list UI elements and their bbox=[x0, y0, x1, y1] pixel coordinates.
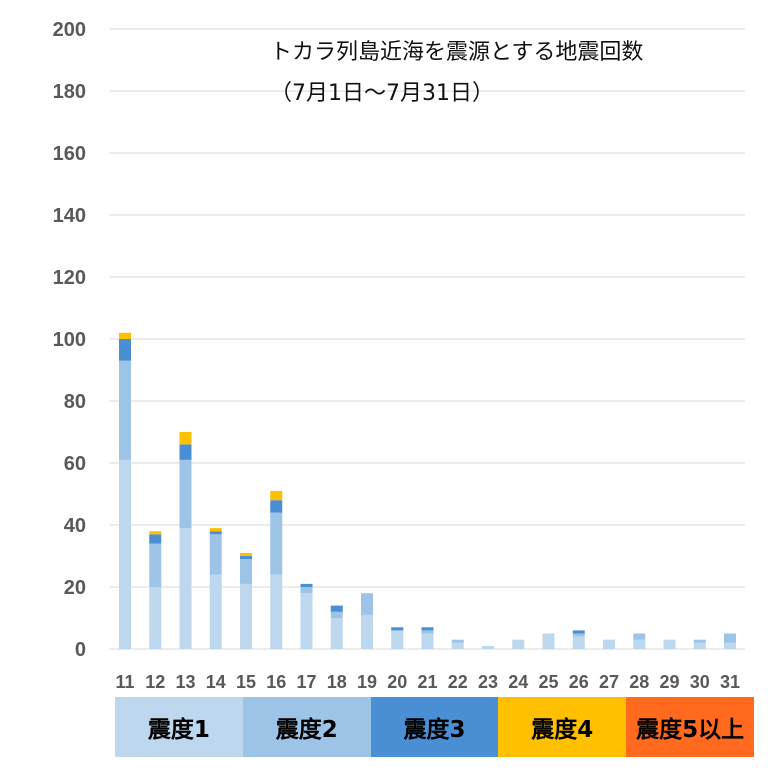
x-tick-label: 28 bbox=[629, 672, 649, 692]
x-tick-label: 25 bbox=[538, 672, 558, 692]
x-tick-label: 30 bbox=[690, 672, 710, 692]
bar-segment bbox=[421, 633, 434, 649]
bar-segment bbox=[421, 627, 434, 631]
bar-segment bbox=[330, 618, 343, 649]
bar-segment bbox=[633, 633, 646, 640]
x-tick-label: 19 bbox=[357, 672, 377, 692]
chart-subtitle: （7月1日～7月31日） bbox=[270, 81, 494, 106]
x-tick-label: 17 bbox=[296, 672, 316, 692]
bar-segment bbox=[724, 633, 736, 643]
y-tick-label: 180 bbox=[53, 81, 86, 103]
bar-segment bbox=[209, 531, 222, 535]
y-tick-label: 120 bbox=[53, 267, 86, 289]
bar-segment bbox=[693, 639, 706, 643]
legend-item: 震度1 bbox=[115, 697, 243, 757]
bar-segment bbox=[572, 630, 585, 634]
bar-segment bbox=[421, 630, 434, 634]
x-tick-label: 18 bbox=[327, 672, 347, 692]
bar-segment bbox=[119, 332, 131, 339]
bar-segment bbox=[603, 639, 615, 649]
x-axis-ticks: 11 12 13 14 15 16 17 18 19 20 21 22 23 24 25 26 27 28 29 30… bbox=[115, 672, 740, 692]
bar-segment bbox=[451, 642, 464, 649]
bar-segment bbox=[270, 574, 283, 649]
bar-segment bbox=[724, 642, 736, 649]
x-tick-label: 20 bbox=[387, 672, 407, 692]
y-tick-label: 40 bbox=[64, 515, 86, 537]
bar-segment bbox=[119, 360, 131, 460]
bar-segment bbox=[361, 614, 373, 649]
bar-segment bbox=[572, 636, 585, 649]
bar-segment bbox=[391, 627, 404, 631]
bar-segment bbox=[149, 531, 162, 535]
bar-segment bbox=[179, 459, 192, 529]
legend-item: 震度2 bbox=[242, 697, 371, 757]
x-tick-label: 31 bbox=[720, 672, 740, 692]
bar-segment bbox=[330, 611, 343, 618]
bar-segment bbox=[270, 490, 283, 501]
bar-segment bbox=[572, 633, 585, 637]
bar-segment bbox=[240, 552, 252, 556]
bar-segment bbox=[361, 593, 373, 615]
x-tick-label: 21 bbox=[417, 672, 437, 692]
bar-segment bbox=[149, 543, 162, 587]
x-tick-label: 14 bbox=[206, 672, 226, 692]
legend: 震度1 震度2 震度3 震度4 震度5以上 bbox=[115, 697, 754, 757]
y-tick-label: 0 bbox=[75, 639, 86, 661]
bar-segment bbox=[300, 583, 313, 587]
bar-segment bbox=[149, 587, 162, 649]
bar-segment bbox=[663, 639, 676, 649]
bar-segment bbox=[300, 587, 313, 594]
y-tick-label: 160 bbox=[53, 143, 86, 165]
bar-segment bbox=[209, 534, 222, 575]
x-tick-label: 15 bbox=[236, 672, 256, 692]
bar-segment bbox=[240, 559, 252, 584]
y-tick-label: 200 bbox=[53, 19, 86, 41]
bar-segment bbox=[512, 639, 525, 649]
chart-title: トカラ列島近海を震源とする地震回数 bbox=[270, 40, 643, 65]
bar-segment bbox=[633, 639, 646, 649]
legend-item: 震度4 bbox=[498, 697, 627, 757]
x-tick-label: 22 bbox=[448, 672, 468, 692]
bar-segment bbox=[179, 528, 192, 649]
x-tick-label: 23 bbox=[478, 672, 498, 692]
bar-segment bbox=[330, 605, 343, 612]
bar-segment bbox=[240, 556, 252, 560]
bar-segment bbox=[391, 630, 404, 649]
bar-segment bbox=[240, 583, 252, 649]
gridlines bbox=[110, 28, 745, 650]
bar-segment bbox=[270, 512, 283, 575]
bar-segment bbox=[209, 574, 222, 649]
legend-item: 震度5以上 bbox=[626, 697, 754, 757]
x-tick-label: 16 bbox=[266, 672, 286, 692]
x-tick-label: 13 bbox=[175, 672, 195, 692]
y-tick-label: 100 bbox=[53, 329, 86, 351]
bar-segment bbox=[209, 528, 222, 532]
bar-segment bbox=[119, 459, 131, 649]
y-tick-label: 140 bbox=[53, 205, 86, 227]
bar-segment bbox=[693, 642, 706, 649]
bar-segment bbox=[451, 639, 464, 643]
bar-segment bbox=[542, 633, 555, 649]
x-tick-label: 11 bbox=[115, 672, 134, 692]
bar-segment bbox=[270, 500, 283, 513]
y-tick-label: 60 bbox=[64, 453, 86, 475]
bars bbox=[119, 332, 736, 649]
bar-segment bbox=[482, 645, 494, 649]
legend-item: 震度3 bbox=[370, 697, 499, 757]
y-tick-label: 80 bbox=[64, 391, 86, 413]
y-tick-label: 20 bbox=[64, 577, 86, 599]
bar-segment bbox=[179, 444, 192, 460]
bar-segment bbox=[300, 593, 313, 649]
x-tick-label: 27 bbox=[599, 672, 619, 692]
bar-segment bbox=[119, 339, 131, 361]
bar-segment bbox=[149, 534, 162, 544]
x-tick-label: 24 bbox=[508, 672, 528, 692]
x-tick-label: 26 bbox=[569, 672, 589, 692]
bar-segment bbox=[179, 432, 192, 445]
x-tick-label: 29 bbox=[659, 672, 679, 692]
x-tick-label: 12 bbox=[145, 672, 165, 692]
